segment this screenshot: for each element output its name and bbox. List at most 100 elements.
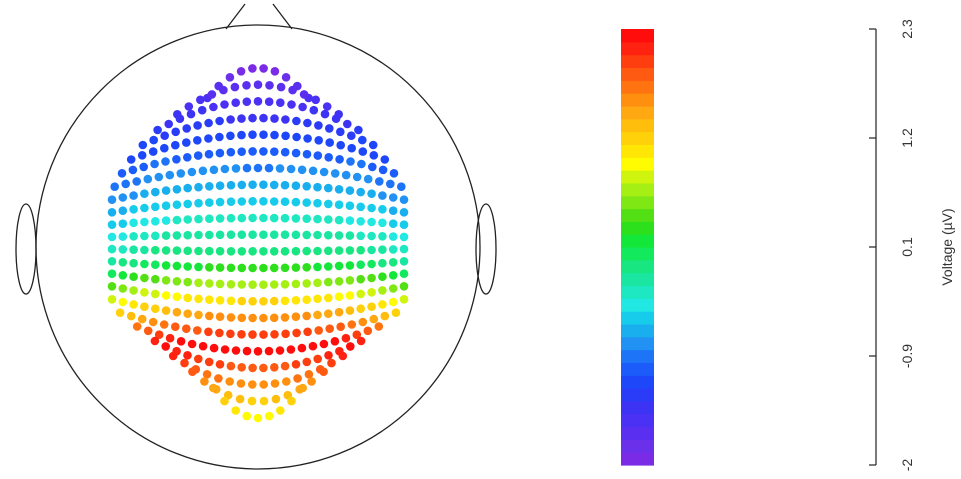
electrode-dot [356,217,366,226]
electrode-dot [248,213,257,223]
electrode-dot [259,380,269,389]
electrode-dot [242,346,252,356]
electrode-dot [194,354,203,364]
tick-label-min: -2 [899,459,915,472]
electrode-dot [378,232,387,241]
electrode-dot [269,230,279,239]
electrode-dot [205,182,214,191]
electrode-dot [291,360,301,369]
electrode-dot [129,191,138,200]
electrode-dot [171,140,180,150]
electrode-dot [231,98,240,107]
electrode-dot [194,294,203,304]
colorbar-cell [621,182,654,197]
colorbar-axis [869,28,877,466]
electrode-dot [172,155,181,164]
electrode-dot [129,205,138,214]
electrode-dot [183,277,192,287]
electrode-dot [363,174,373,184]
electrode-dot [236,67,246,76]
colorbar-cell [621,208,654,222]
electrode-dot [226,296,236,306]
electrode-dot [129,245,138,254]
electrode-dot [302,279,312,288]
electrode-dot [237,296,247,306]
electrode-dot [209,165,219,175]
electrode-dot [303,134,312,143]
electrode-dot [291,246,301,256]
electrode-dot [270,130,279,140]
electrode-dot [345,261,355,270]
electrode-dot [247,396,257,406]
electrode-dot [154,330,164,340]
electrode-dot [287,396,296,406]
electrode-dot [204,118,213,128]
electrode-dot [271,394,281,404]
electrode-dot [161,216,171,225]
electrode-dot [367,259,376,269]
electrode-dot [215,279,225,289]
electrode-dot [194,262,203,272]
electrode-dot [302,149,312,159]
electrode-dot [237,247,247,256]
electrode-dot [226,313,236,322]
electrode-dot [188,367,197,377]
electrode-dot [107,232,117,242]
electrode-dot [242,411,252,421]
electrode-dot [378,205,387,214]
electrode-dot [388,232,398,241]
colorbar-cell [621,439,654,453]
electrode-dot [161,157,170,166]
electrode-dot [367,302,376,312]
electrode-dot [298,383,308,393]
electrode-dot [259,297,268,306]
electrode-dot [356,304,366,314]
electrode-dot [307,377,316,386]
electrode-dot [237,114,246,123]
left-ear [15,203,37,295]
electrode-dot [235,394,245,404]
electrode-dot [172,246,182,255]
electrode-dot [183,183,192,193]
electrode-dot [248,197,257,206]
electrode-dot [140,259,149,269]
electrode-dot [137,314,147,324]
electrode-dot [363,326,373,336]
electrode-dot [399,282,409,291]
electrode-dot [118,219,128,228]
electrode-dot [269,263,279,273]
electrode-dot [128,165,138,175]
electrode-dot [140,231,149,241]
electrode-dot [358,135,367,145]
electrode-dot [215,197,225,207]
head-outline [15,3,497,470]
electrode-dot [226,197,236,206]
electrode-dot [388,271,398,280]
electrode-dot [176,337,186,346]
tick-label-upper: 1.2 [899,128,915,148]
colorbar-cell [621,54,654,69]
colorbar-cell [621,93,654,107]
electrode-dot [388,258,398,267]
electrode-dot [388,245,398,254]
electrode-dot [276,82,286,92]
electrode-dot [311,95,321,105]
electrode-dot [280,263,290,273]
electrode-dot [215,132,224,142]
electrode-dot [220,100,229,109]
electrode-dot [139,162,148,172]
electrode-dot [161,261,171,270]
electrode-dot [345,306,355,315]
electrode-dot [308,166,318,176]
electrode-dot [259,396,269,406]
electrode-dot [336,127,345,137]
electrode-dot [194,182,203,192]
electrode-dot [259,230,268,239]
colorbar-cell [621,195,654,210]
electrode-dot [115,308,125,318]
electrode-dot [281,131,290,141]
electrode-dot [281,329,290,339]
electrode-dot [280,180,290,190]
colorbar-cell [621,323,654,338]
electrode-dot [231,346,241,355]
